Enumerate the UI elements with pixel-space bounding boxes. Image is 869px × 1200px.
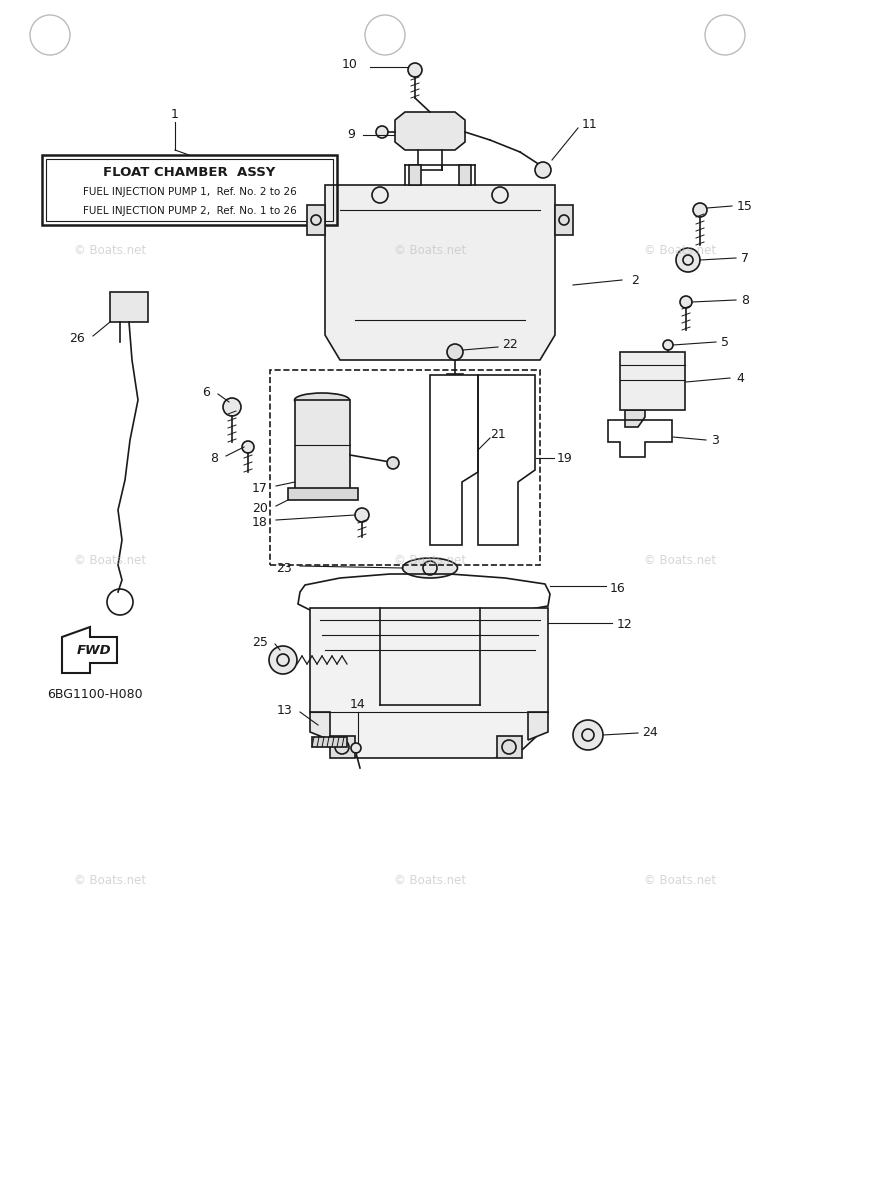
Circle shape <box>676 248 700 272</box>
Text: 20: 20 <box>252 502 268 515</box>
Bar <box>46 158 333 221</box>
Text: 10: 10 <box>342 58 358 71</box>
Text: 26: 26 <box>70 331 85 344</box>
Circle shape <box>242 440 254 452</box>
Text: 16: 16 <box>610 582 626 594</box>
Circle shape <box>351 743 361 754</box>
Polygon shape <box>625 410 645 427</box>
Text: 17: 17 <box>252 481 268 494</box>
Text: 15: 15 <box>737 199 753 212</box>
Bar <box>307 205 325 235</box>
Text: 18: 18 <box>252 516 268 528</box>
Circle shape <box>376 126 388 138</box>
Text: 12: 12 <box>617 618 633 631</box>
Text: 5: 5 <box>721 336 729 348</box>
Text: 6BG1100-H080: 6BG1100-H080 <box>47 689 143 702</box>
Polygon shape <box>310 608 548 758</box>
Text: © Boats.net: © Boats.net <box>394 874 466 887</box>
Text: 2: 2 <box>631 274 639 287</box>
Text: © Boats.net: © Boats.net <box>644 553 716 566</box>
Bar <box>409 164 421 185</box>
Bar <box>497 736 522 758</box>
Text: 6: 6 <box>202 385 210 398</box>
Text: 9: 9 <box>347 128 355 142</box>
Text: © Boats.net: © Boats.net <box>74 874 146 887</box>
Text: 11: 11 <box>582 119 598 132</box>
Polygon shape <box>325 185 555 360</box>
Ellipse shape <box>295 482 349 497</box>
Circle shape <box>387 457 399 469</box>
Text: © Boats.net: © Boats.net <box>74 553 146 566</box>
Text: © Boats.net: © Boats.net <box>644 244 716 257</box>
Circle shape <box>663 340 673 350</box>
Ellipse shape <box>295 392 349 407</box>
Text: 22: 22 <box>502 338 518 352</box>
Bar <box>295 400 350 490</box>
Text: © Boats.net: © Boats.net <box>394 244 466 257</box>
Text: 19: 19 <box>557 451 573 464</box>
Text: © Boats.net: © Boats.net <box>74 244 146 257</box>
Text: 24: 24 <box>642 726 658 739</box>
Text: © Boats.net: © Boats.net <box>394 553 466 566</box>
Circle shape <box>535 162 551 178</box>
Bar <box>288 488 358 500</box>
Circle shape <box>223 398 241 416</box>
Bar <box>42 155 337 226</box>
Text: 25: 25 <box>252 636 268 648</box>
Text: FUEL INJECTION PUMP 2,  Ref. No. 1 to 26: FUEL INJECTION PUMP 2, Ref. No. 1 to 26 <box>83 206 296 216</box>
Text: 21: 21 <box>490 428 506 442</box>
Text: 8: 8 <box>741 294 749 306</box>
Circle shape <box>447 344 463 360</box>
Circle shape <box>680 296 692 308</box>
Polygon shape <box>310 712 330 740</box>
Text: 13: 13 <box>276 703 292 716</box>
Text: 14: 14 <box>350 698 366 712</box>
Text: 4: 4 <box>736 372 744 384</box>
Polygon shape <box>395 112 465 150</box>
Text: 1: 1 <box>171 108 179 121</box>
Text: FUEL INJECTION PUMP 1,  Ref. No. 2 to 26: FUEL INJECTION PUMP 1, Ref. No. 2 to 26 <box>83 187 296 197</box>
Text: 3: 3 <box>711 433 719 446</box>
Circle shape <box>269 646 297 674</box>
Text: FWD: FWD <box>76 644 111 658</box>
Polygon shape <box>528 712 548 740</box>
Circle shape <box>408 62 422 77</box>
Bar <box>330 736 355 758</box>
Bar <box>110 292 148 322</box>
Text: © Boats.net: © Boats.net <box>644 874 716 887</box>
Bar <box>459 164 471 185</box>
Text: 8: 8 <box>210 451 218 464</box>
Text: 23: 23 <box>276 562 292 575</box>
Circle shape <box>693 203 707 217</box>
Bar <box>270 370 540 565</box>
Ellipse shape <box>402 558 457 578</box>
Bar <box>555 205 573 235</box>
Circle shape <box>355 508 369 522</box>
Text: FLOAT CHAMBER  ASSY: FLOAT CHAMBER ASSY <box>103 166 275 179</box>
Bar <box>312 737 347 746</box>
Text: 7: 7 <box>741 252 749 264</box>
Bar <box>620 352 685 410</box>
Circle shape <box>573 720 603 750</box>
